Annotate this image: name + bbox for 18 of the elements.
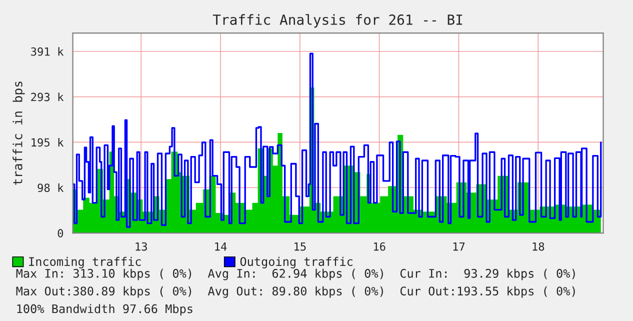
x-tick-label: 17	[453, 242, 465, 251]
x-tick-label: 13	[136, 242, 147, 251]
y-tick-label: 98 k	[38, 183, 64, 192]
text: Max In: 313.10 kbps ( 0%) Avg In: 62.94 kbps ( 0%) Cur In: 93.29 kbps ( 0%)	[16, 268, 575, 280]
y-tick-label: 195 k	[32, 138, 64, 147]
y-tick-label: 293 k	[31, 92, 64, 102]
text: 100% Bandwidth 97.66 Mbps	[17, 304, 192, 316]
chart-title: Traffic Analysis for 261 -- BI	[212, 14, 462, 28]
text: Max Out:380.89 kbps ( 0%) Avg Out: 89.80 kbps ( 0%) Cur Out:193.55 kbps ( 0%)	[16, 286, 575, 298]
legend-label: Incoming traffic	[29, 256, 141, 268]
x-tick-label: 18	[532, 242, 544, 251]
x-tick-label: 14	[215, 242, 227, 251]
y-axis-title: traffic in bps	[12, 82, 25, 185]
y-tick-label: 391 k	[31, 47, 64, 56]
legend-label: Outgoing traffic	[240, 256, 352, 268]
x-tick-label: 15	[294, 242, 306, 251]
y-tick-label: 0	[58, 229, 64, 238]
x-tick-label: 16	[374, 242, 386, 251]
